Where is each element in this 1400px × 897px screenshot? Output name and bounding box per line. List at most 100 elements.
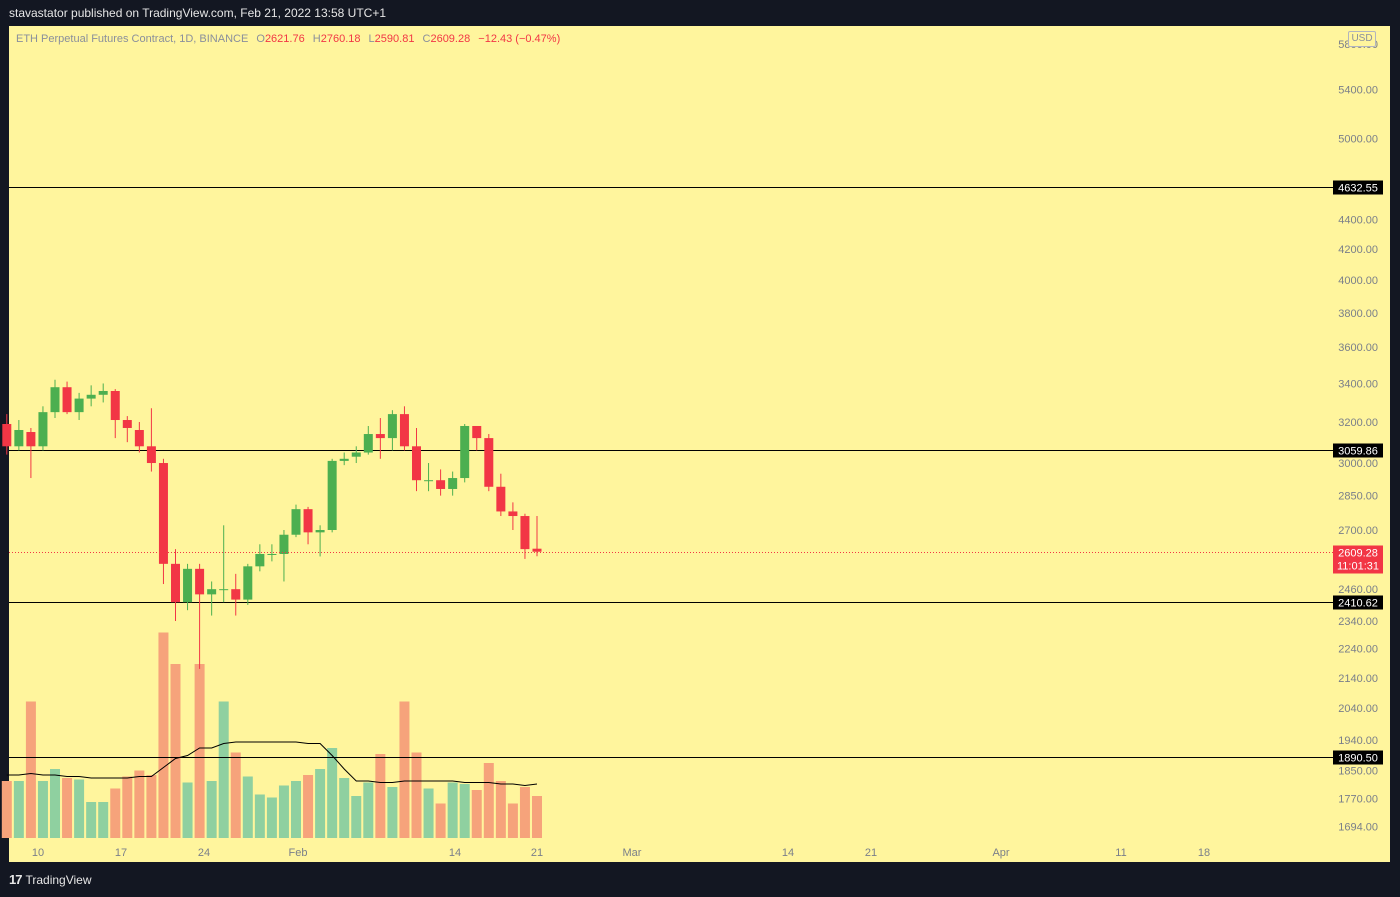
price-axis-label: 1850.00: [1338, 765, 1378, 777]
volume-bar: [459, 784, 470, 838]
time-axis-label: Apr: [992, 847, 1009, 859]
candle-body: [195, 568, 205, 595]
change-value: −12.43 (−0.47%): [478, 33, 561, 45]
volume-bar: [254, 794, 265, 838]
price-axis-label: 2240.00: [1338, 644, 1378, 656]
volume-bar: [50, 769, 60, 838]
candle-body: [448, 478, 458, 489]
price-axis-label: 3400.00: [1338, 378, 1378, 390]
tradingview-logo-icon: 17: [9, 872, 23, 887]
time-axis-label: 11: [1115, 847, 1126, 859]
candle-body: [412, 446, 421, 481]
level-price-tag: [1333, 180, 1383, 195]
tradingview-brand[interactable]: 17 TradingView: [9, 868, 92, 892]
open-label: O: [256, 33, 265, 45]
volume-bar: [170, 664, 181, 838]
time-axis-label: 24: [198, 847, 210, 859]
candle-body: [183, 568, 193, 603]
candle-body: [375, 434, 385, 439]
candle-body: [38, 412, 48, 447]
symbol-title[interactable]: ETH Perpetual Futures Contract, 1D, BINA…: [16, 33, 249, 45]
price-axis-label: 3800.00: [1338, 308, 1378, 320]
high-value: 2760.18: [320, 33, 361, 45]
volume-bar: [218, 701, 229, 838]
close-value: 2609.28: [430, 33, 471, 45]
volume-bar: [25, 701, 36, 838]
volume-bar: [266, 797, 277, 838]
price-axis-label: 2700.00: [1338, 525, 1378, 537]
time-axis-label: 21: [531, 847, 543, 859]
brand-name: TradingView: [25, 873, 92, 887]
volume-bar: [230, 752, 241, 838]
open-value: 2621.76: [264, 33, 305, 45]
volume-bar: [423, 788, 434, 838]
volume-bar: [291, 781, 301, 838]
low-value: 2590.81: [374, 33, 415, 45]
price-axis-label: 5400.00: [1338, 84, 1378, 96]
currency-badge[interactable]: USD: [1348, 31, 1376, 47]
volume-bar: [134, 770, 145, 838]
candle-body: [158, 463, 168, 564]
volume-bar: [303, 775, 314, 838]
candle-body: [387, 414, 397, 439]
publisher-text: stavastator published on TradingView.com…: [9, 6, 387, 20]
level-price-label: 4632.55: [1338, 183, 1378, 195]
candle-body: [134, 429, 144, 447]
candle-body: [484, 438, 494, 487]
candle-body: [110, 390, 120, 421]
volume-bar: [399, 701, 410, 838]
candle-body: [279, 534, 289, 554]
candle-body: [351, 452, 361, 457]
candle-body: [98, 390, 108, 395]
price-axis-label: 1940.00: [1338, 735, 1378, 747]
candle-body: [339, 458, 349, 461]
volume-bar: [182, 782, 193, 838]
price-axis-label: 2040.00: [1338, 703, 1378, 715]
volume-bar: [1, 781, 12, 838]
volume-bar: [375, 754, 386, 838]
volume-bar: [471, 790, 482, 838]
volume-bar: [278, 785, 289, 838]
volume-bar: [315, 769, 326, 838]
volume-bar: [507, 803, 518, 838]
volume-bar: [98, 802, 109, 838]
volume-bar: [483, 763, 494, 838]
price-axis-label: 2140.00: [1338, 673, 1378, 685]
price-axis-label: 1694.00: [1338, 821, 1378, 833]
candle-body: [207, 589, 217, 595]
level-price-label: 3059.86: [1338, 446, 1378, 458]
chart-pane[interactable]: [9, 26, 1390, 862]
candle-body: [231, 589, 241, 600]
candle-body: [243, 566, 253, 600]
candle-body: [171, 563, 180, 603]
candle-body: [122, 420, 132, 428]
volume-bar: [37, 781, 48, 838]
high-label: H: [312, 33, 321, 45]
price-axis-label: 4200.00: [1338, 244, 1378, 256]
candle-body: [50, 387, 60, 413]
time-axis-label: 17: [115, 847, 127, 859]
candle-body: [508, 511, 518, 517]
volume-bar: [242, 776, 253, 838]
candle-body: [460, 425, 470, 479]
candle-body: [399, 414, 409, 447]
last-price-tag: [1333, 545, 1383, 574]
last-price-label: 2609.28: [1338, 548, 1378, 560]
time-axis-label: Mar: [623, 847, 642, 859]
candle-body: [14, 429, 24, 447]
volume-bar: [62, 778, 73, 838]
candle-body: [74, 398, 84, 413]
level-price-label: 1890.50: [1338, 753, 1378, 765]
volume-bar: [519, 787, 530, 838]
candle-body: [255, 553, 265, 567]
volume-bar: [351, 796, 362, 838]
volume-bar: [495, 781, 506, 838]
volume-bar: [435, 803, 446, 838]
close-label: C: [422, 33, 431, 45]
price-axis-label: 5000.00: [1338, 133, 1378, 145]
time-axis-label: Feb: [289, 847, 308, 859]
volume-bar: [158, 632, 169, 838]
price-axis-label: 4400.00: [1338, 215, 1378, 227]
time-axis-label: 14: [782, 847, 794, 859]
